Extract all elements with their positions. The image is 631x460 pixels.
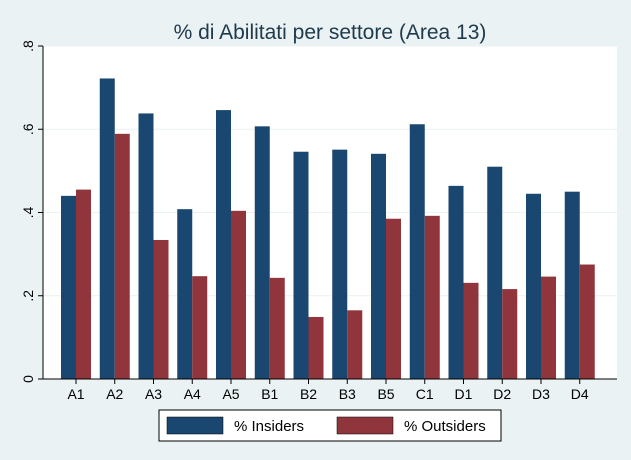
- bar-insiders-d2: [487, 166, 503, 379]
- y-tick-label: .8: [20, 40, 36, 52]
- x-tick-label-a1: A1: [67, 386, 84, 402]
- bar-outsiders-d1: [463, 282, 479, 379]
- bar-outsiders-a1: [76, 189, 91, 379]
- y-tick-label: .6: [20, 123, 36, 135]
- y-axis-ticks: 0 .2 .4 .6 .8: [20, 40, 43, 383]
- x-tick-label-b2: B2: [300, 386, 317, 402]
- bar-outsiders-c1: [424, 215, 440, 379]
- y-tick-label: .4: [20, 206, 36, 218]
- legend-swatch-insiders: [166, 416, 224, 435]
- bar-insiders-b5: [371, 153, 386, 379]
- bar-outsiders-d4: [579, 264, 595, 379]
- x-tick-label-b3: B3: [339, 386, 356, 402]
- x-tick-label-b1: B1: [261, 386, 278, 402]
- x-tick-label-a4: A4: [184, 386, 201, 402]
- x-tick-label-d4: D4: [571, 386, 589, 402]
- legend-swatch-outsiders: [336, 416, 394, 435]
- bar-insiders-a3: [138, 113, 154, 380]
- bar-insiders-b2: [293, 151, 309, 379]
- bar-outsiders-b5: [386, 218, 401, 379]
- chart-title: % di Abilitati per settore (Area 13): [174, 21, 487, 44]
- x-axis-ticks: A1 A2 A3 A4 A5 B1 B2 B3 B5 C1 D1 D2 D3 D4: [67, 379, 589, 402]
- bar-outsiders-b3: [347, 310, 363, 379]
- bar-insiders-d4: [564, 191, 580, 379]
- bar-insiders-a4: [177, 209, 193, 379]
- bars: [61, 78, 595, 380]
- bar-insiders-d1: [448, 185, 464, 379]
- x-tick-label-a5: A5: [222, 386, 239, 402]
- bar-insiders-b3: [332, 149, 348, 379]
- bar-outsiders-b1: [269, 277, 285, 379]
- bar-insiders-c1: [409, 124, 425, 379]
- x-tick-label-d2: D2: [493, 386, 511, 402]
- bar-insiders-a1: [61, 195, 76, 379]
- bar-outsiders-d3: [541, 276, 556, 379]
- y-tick-label: .2: [20, 290, 36, 302]
- x-tick-label-b5: B5: [377, 386, 394, 402]
- legend-label-insiders: % Insiders: [234, 418, 304, 435]
- bar-outsiders-b2: [308, 316, 324, 379]
- legend: % Insiders % Outsiders: [158, 409, 502, 442]
- x-tick-label-c1: C1: [416, 386, 434, 402]
- bar-outsiders-d2: [502, 289, 518, 379]
- bar-outsiders-a3: [153, 239, 169, 379]
- x-tick-label-d3: D3: [532, 386, 550, 402]
- bar-outsiders-a5: [231, 210, 246, 379]
- bar-insiders-a5: [216, 110, 231, 379]
- legend-label-outsiders: % Outsiders: [404, 418, 486, 435]
- x-tick-label-a3: A3: [145, 386, 162, 402]
- bar-outsiders-a2: [114, 133, 130, 379]
- y-tick-label: 0: [20, 375, 36, 383]
- bar-outsiders-a4: [192, 276, 208, 379]
- bar-insiders-a2: [99, 78, 115, 379]
- bar-insiders-b1: [254, 126, 270, 380]
- x-tick-label-d1: D1: [455, 386, 473, 402]
- x-tick-label-a2: A2: [106, 386, 123, 402]
- bar-insiders-d3: [526, 193, 541, 379]
